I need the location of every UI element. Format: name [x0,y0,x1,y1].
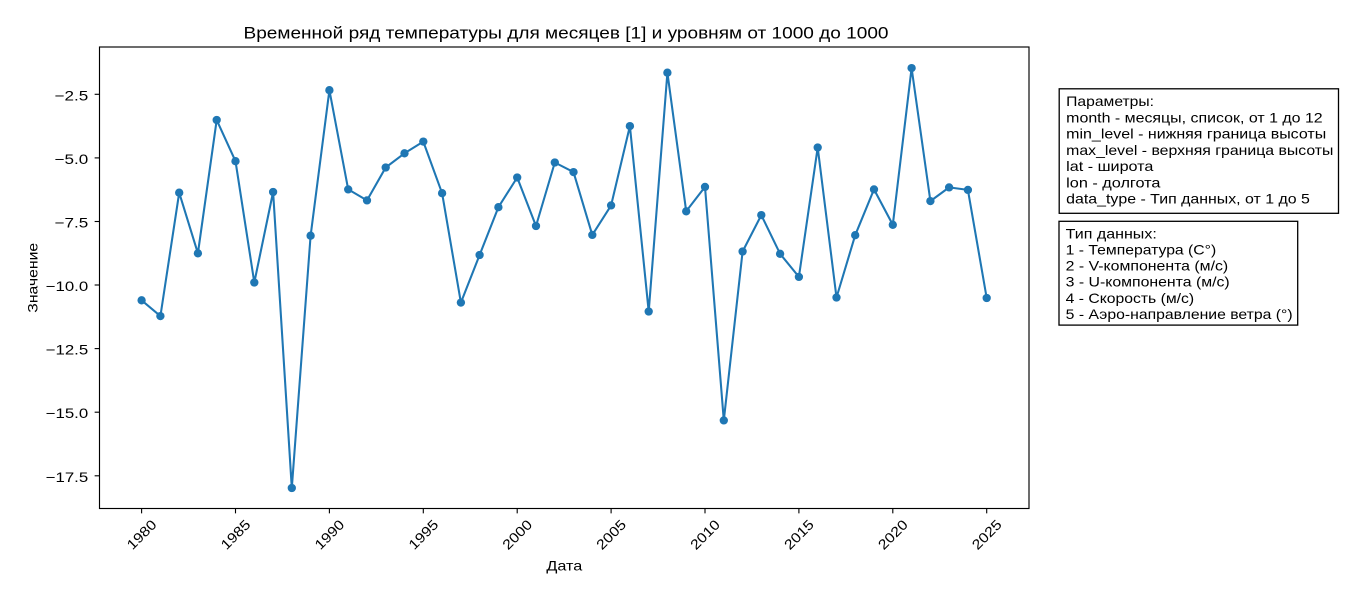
svg-text:−10.0: −10.0 [46,278,89,294]
svg-text:−17.5: −17.5 [46,469,89,485]
svg-text:−15.0: −15.0 [46,405,89,421]
svg-text:Параметры:: Параметры: [1066,93,1154,109]
svg-text:Тип данных:: Тип данных: [1066,226,1157,242]
svg-text:lat - широта: lat - широта [1066,158,1154,174]
svg-text:data_type - Тип данных, от 1 д: data_type - Тип данных, от 1 до 5 [1066,191,1310,207]
svg-text:4 - Скорость (м/с): 4 - Скорость (м/с) [1066,290,1194,306]
svg-text:5 - Аэро-направление ветра (°): 5 - Аэро-направление ветра (°) [1066,306,1293,322]
svg-text:lon - долгота: lon - долгота [1066,174,1161,190]
svg-text:min_level - нижняя граница выс: min_level - нижняя граница высоты [1066,126,1326,142]
svg-text:1 - Температура (C°): 1 - Температура (C°) [1066,242,1217,258]
svg-text:3 - U-компонента (м/с): 3 - U-компонента (м/с) [1066,274,1230,290]
svg-text:month - месяцы, список, от 1 д: month - месяцы, список, от 1 до 12 [1066,109,1323,125]
svg-text:−2.5: −2.5 [55,87,89,103]
svg-text:Дата: Дата [546,557,582,573]
svg-text:−5.0: −5.0 [55,151,89,167]
svg-text:Значение: Значение [25,243,41,313]
svg-text:−7.5: −7.5 [55,215,89,231]
svg-text:max_level - верхняя граница вы: max_level - верхняя граница высоты [1066,142,1333,158]
svg-text:−12.5: −12.5 [46,342,89,358]
svg-text:Временной ряд температуры для: Временной ряд температуры для месяцев [1… [244,23,889,42]
svg-text:2 - V-компонента (м/с): 2 - V-компонента (м/с) [1066,258,1229,274]
